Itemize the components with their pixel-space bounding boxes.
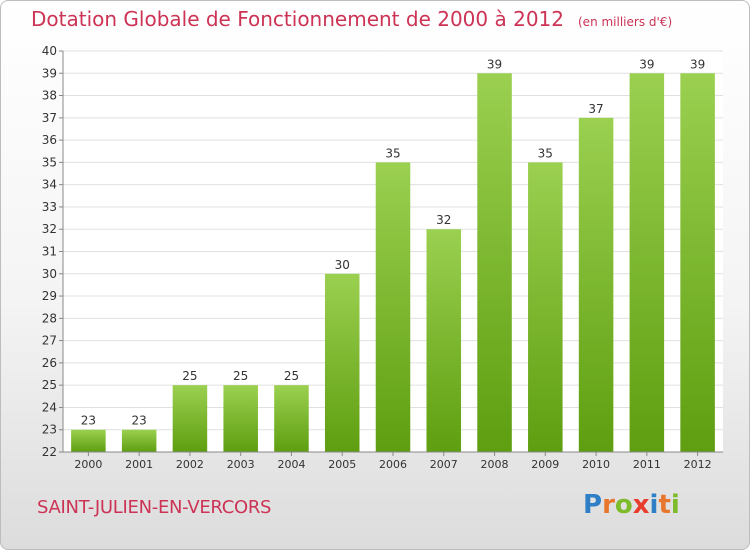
bar-2001 xyxy=(121,429,157,452)
y-tick-label: 25 xyxy=(42,378,57,392)
y-tick-label: 24 xyxy=(42,400,57,414)
bar-2002 xyxy=(172,385,208,452)
data-label-2009: 35 xyxy=(538,146,553,160)
y-tick-label: 27 xyxy=(42,334,57,348)
y-tick-label: 31 xyxy=(42,245,57,259)
logo-letter: P xyxy=(583,490,603,520)
bar-2005 xyxy=(324,273,360,452)
y-tick-label: 40 xyxy=(42,44,57,58)
bar-2007 xyxy=(426,229,462,452)
x-tick-label-2011: 2011 xyxy=(633,458,661,471)
x-tick-label-2000: 2000 xyxy=(74,458,102,471)
chart-unit: (en milliers d'€) xyxy=(578,15,673,29)
y-tick-label: 29 xyxy=(42,289,57,303)
x-tick-label-2012: 2012 xyxy=(684,458,712,471)
y-tick-label: 23 xyxy=(42,423,57,437)
x-tick-label-2004: 2004 xyxy=(277,458,305,471)
bar-2006 xyxy=(375,162,411,452)
x-tick-label-2003: 2003 xyxy=(227,458,255,471)
town-name: SAINT-JULIEN-EN-VERCORS xyxy=(37,497,272,518)
bar-2004 xyxy=(274,385,309,452)
bar-2012 xyxy=(680,73,715,453)
logo-letter: x xyxy=(632,490,650,520)
bar-2010 xyxy=(578,117,614,452)
logo-letter: i xyxy=(649,490,659,520)
y-tick-label: 26 xyxy=(42,356,57,370)
data-label-2006: 35 xyxy=(385,146,400,160)
x-tick-label-2001: 2001 xyxy=(125,458,153,471)
data-label-2003: 25 xyxy=(233,369,248,383)
x-tick-label-2009: 2009 xyxy=(531,458,559,471)
bar-2011 xyxy=(629,73,665,453)
x-tick-label-2005: 2005 xyxy=(328,458,356,471)
x-tick-label-2006: 2006 xyxy=(379,458,407,471)
y-tick-label: 33 xyxy=(42,200,57,214)
data-label-2001: 23 xyxy=(132,414,147,428)
y-tick-label: 28 xyxy=(42,311,57,325)
bar-2008 xyxy=(477,73,512,453)
x-tick-label-2010: 2010 xyxy=(582,458,610,471)
data-label-2010: 37 xyxy=(588,102,603,116)
logo-letter: r xyxy=(602,490,615,520)
data-label-2011: 39 xyxy=(639,57,654,71)
proxiti-logo: Proxiti xyxy=(583,490,680,520)
data-label-2000: 23 xyxy=(81,414,96,428)
y-tick-label: 38 xyxy=(42,89,57,103)
data-label-2008: 39 xyxy=(487,57,502,71)
chart-title: Dotation Globale de Fonctionnement de 20… xyxy=(31,7,672,31)
data-label-2002: 25 xyxy=(182,369,197,383)
data-label-2004: 25 xyxy=(284,369,299,383)
x-tick-label-2002: 2002 xyxy=(176,458,204,471)
bar-2003 xyxy=(223,385,258,452)
data-label-2012: 39 xyxy=(690,57,705,71)
data-label-2005: 30 xyxy=(335,258,350,272)
y-tick-label: 30 xyxy=(42,267,57,281)
logo-letter: i xyxy=(670,490,680,520)
x-tick-label-2007: 2007 xyxy=(430,458,458,471)
y-tick-label: 32 xyxy=(42,222,57,236)
logo-letter: t xyxy=(658,490,671,520)
y-tick-label: 22 xyxy=(42,445,57,459)
logo-letter: o xyxy=(614,490,633,520)
y-tick-label: 36 xyxy=(42,133,57,147)
bar-2009 xyxy=(528,162,563,452)
bar-2000 xyxy=(71,429,106,452)
y-tick-label: 39 xyxy=(42,66,57,80)
y-tick-label: 37 xyxy=(42,111,57,125)
chart-title-text: Dotation Globale de Fonctionnement de 20… xyxy=(31,7,564,31)
data-label-2007: 32 xyxy=(436,213,451,227)
y-tick-label: 34 xyxy=(42,178,57,192)
y-tick-label: 35 xyxy=(42,155,57,169)
x-tick-label-2008: 2008 xyxy=(481,458,509,471)
